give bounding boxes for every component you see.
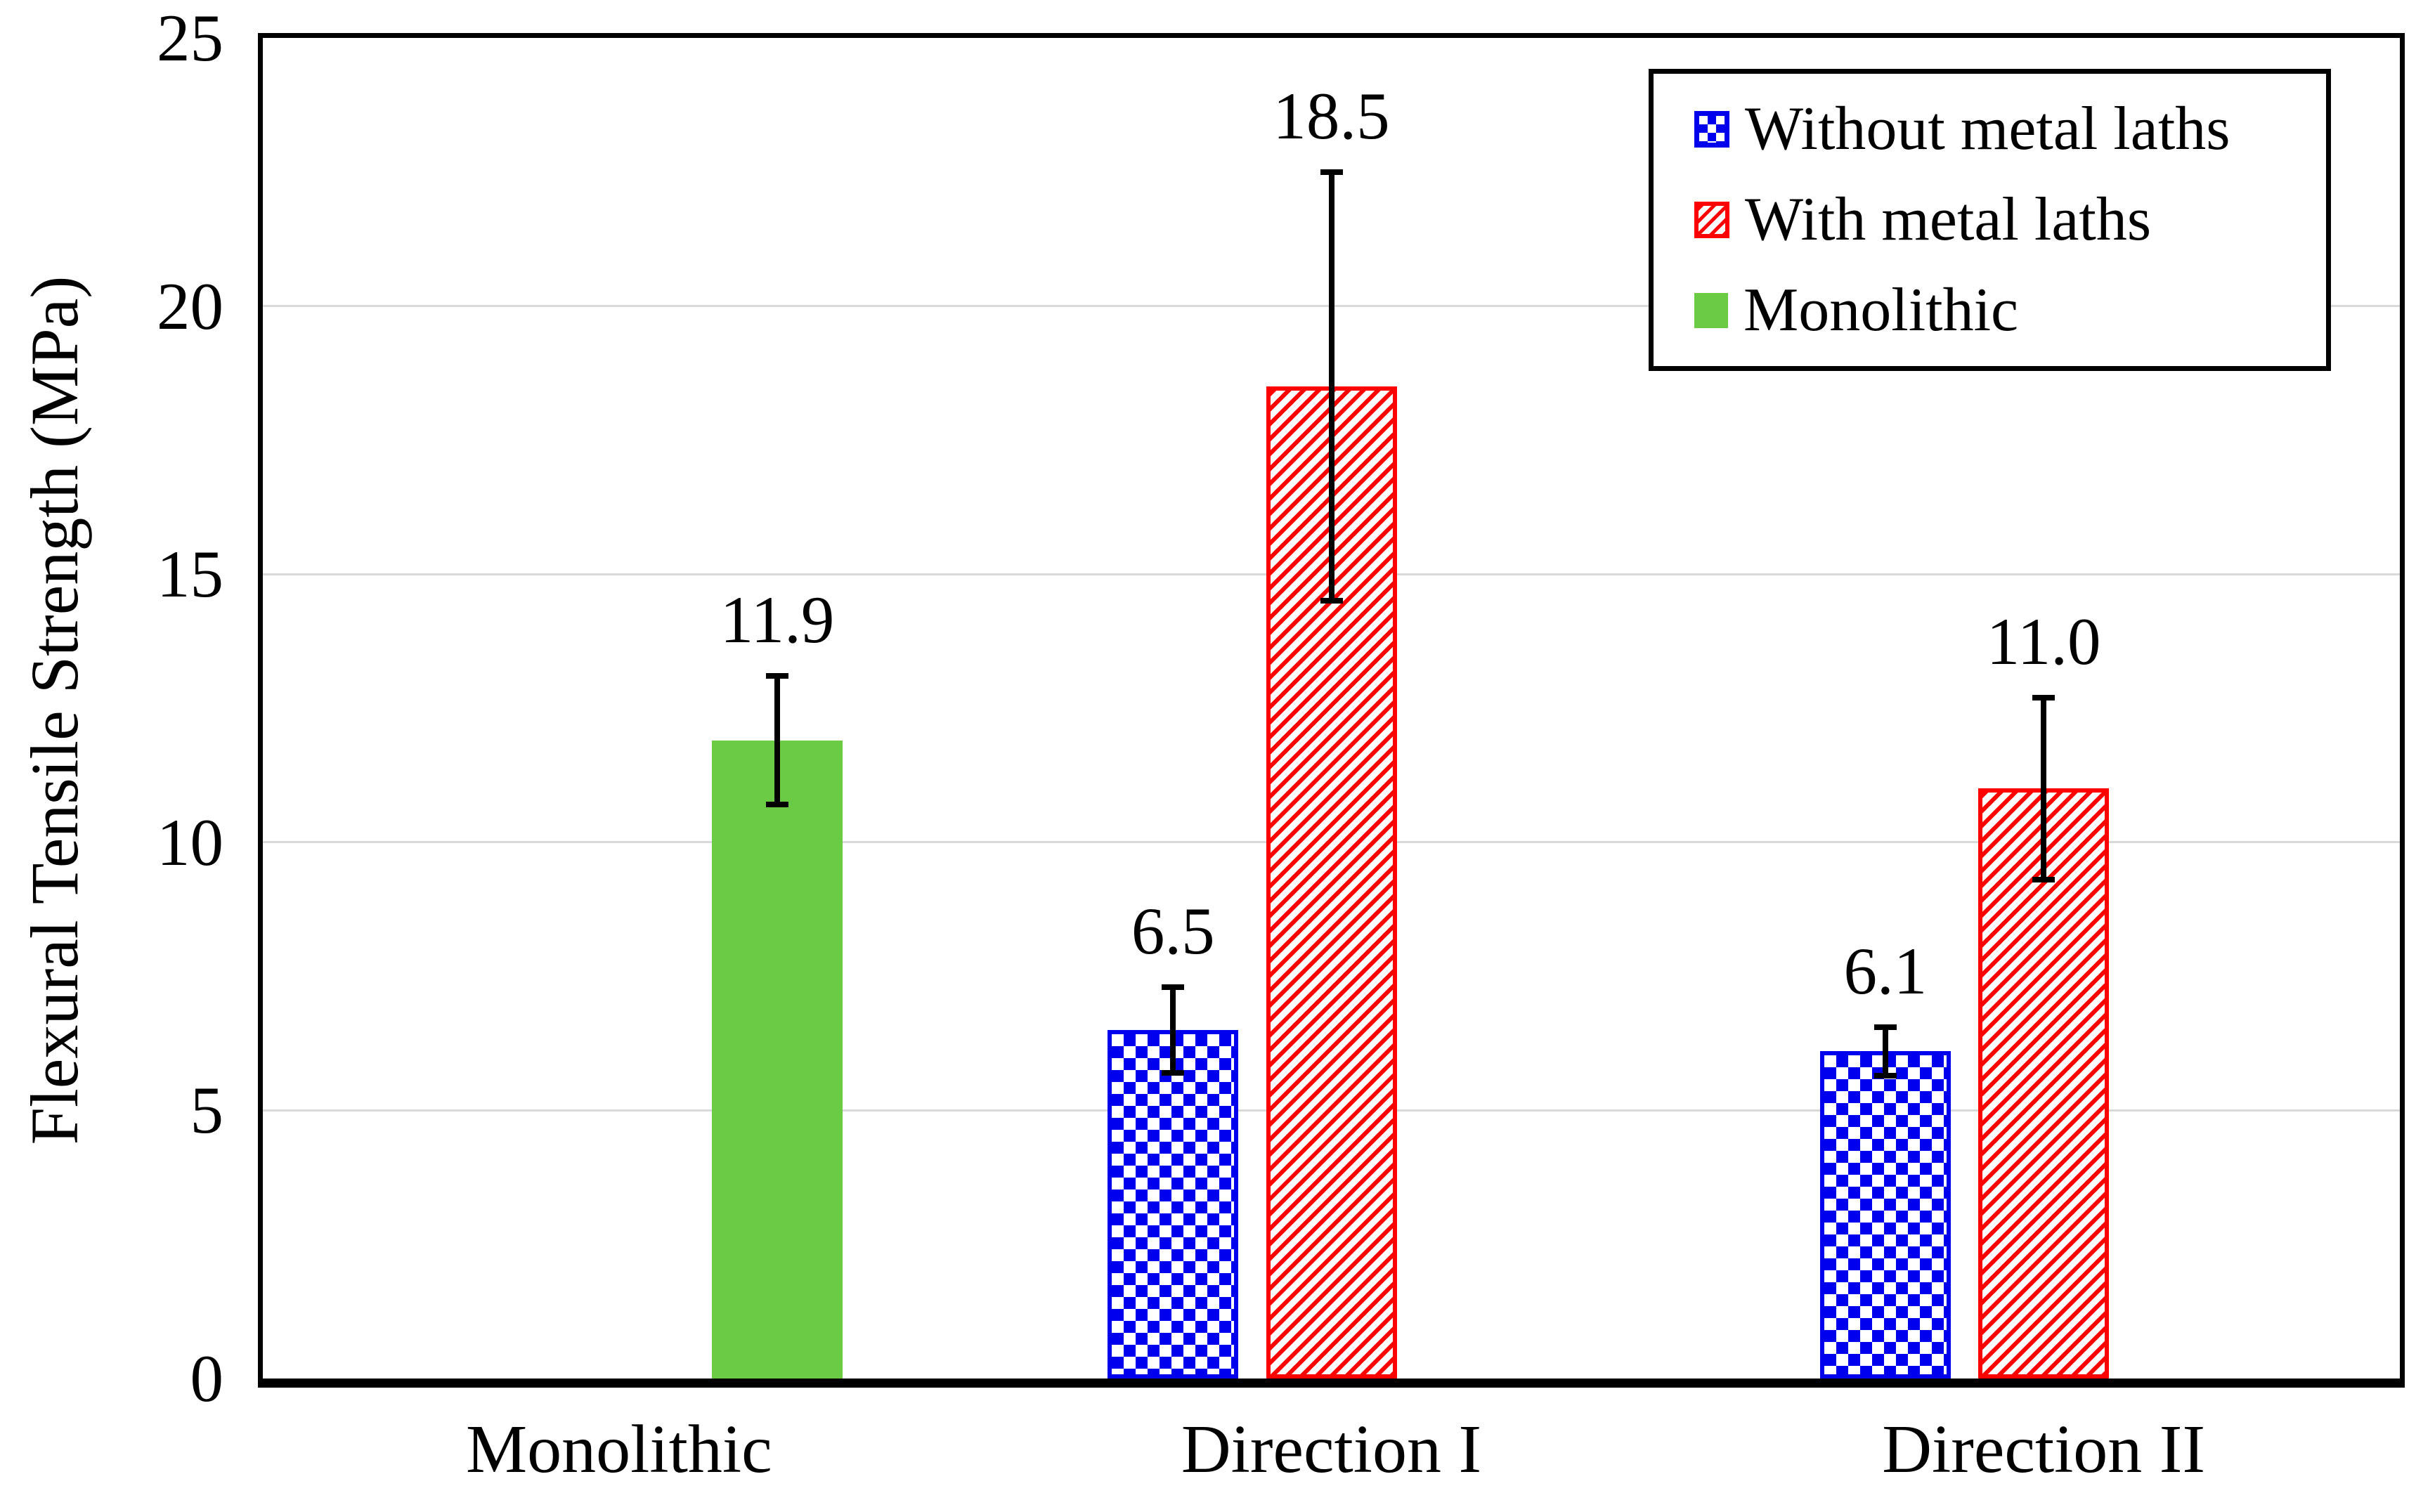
value-label-monolithic-monolithic: 11.9 [720,582,835,658]
value-label-direction-i-with-metal-laths: 18.5 [1273,78,1390,153]
value-label-direction-ii-without-metal-laths: 6.1 [1843,934,1928,1009]
error-cap-bottom-monolithic-monolithic [766,802,789,808]
bar-monolithic-monolithic [712,740,843,1379]
x-label-monolithic: Monolithic [466,1412,772,1487]
y-axis-title: Flexural Tensile Strength (MPa) [17,275,92,1145]
x-label-direction-ii: Direction II [1882,1412,2206,1487]
bar-direction-ii-without-metal-laths [1819,1051,1951,1379]
error-cap-bottom-direction-ii-without-metal-laths [1873,1072,1897,1078]
error-bar-direction-ii-with-metal-laths [2041,697,2047,880]
bar-direction-ii-with-metal-laths [1978,788,2110,1379]
legend-swatch-with-metal-laths [1694,201,1729,238]
y-tick-20: 20 [157,268,223,344]
legend-entry-with-metal-laths: With metal laths [1694,185,2319,254]
error-cap-top-monolithic-monolithic [766,673,789,679]
y-tick-25: 25 [157,1,223,75]
y-tick-15: 15 [157,537,223,612]
error-bar-direction-i-with-metal-laths [1328,171,1334,601]
legend: Without metal laths With metal laths Monol… [1649,69,2331,371]
error-bar-monolithic-monolithic [774,676,781,805]
legend-entry-without-metal-laths: Without metal laths [1694,98,2319,160]
error-cap-top-direction-ii-with-metal-laths [2032,694,2055,700]
legend-label-with-metal-laths: With metal laths [1745,185,2152,254]
error-cap-top-direction-i-without-metal-laths [1162,984,1185,990]
y-tick-10: 10 [157,804,223,880]
error-cap-top-direction-ii-without-metal-laths [1873,1024,1897,1031]
x-label-direction-i: Direction I [1181,1412,1482,1487]
value-label-direction-i-without-metal-laths: 6.5 [1131,893,1215,968]
error-bar-direction-i-without-metal-laths [1170,986,1176,1073]
y-tick-5: 5 [190,1073,224,1148]
legend-swatch-without-metal-laths [1694,110,1729,148]
y-tick-0: 0 [190,1341,224,1416]
error-cap-top-direction-i-with-metal-laths [1320,169,1343,175]
error-cap-bottom-direction-ii-with-metal-laths [2032,877,2055,883]
value-label-direction-ii-with-metal-laths: 11.0 [1986,604,2101,679]
bar-direction-i-without-metal-laths [1108,1029,1239,1379]
legend-label-monolithic: Monolithic [1743,276,2019,345]
legend-entry-monolithic: Monolithic [1694,280,2319,341]
plot-inner: 6.5 6.1 18.5 11.0 11.9 [263,38,2400,1379]
error-bar-direction-ii-without-metal-laths [1882,1027,1888,1076]
legend-swatch-monolithic [1694,293,1728,329]
error-cap-bottom-direction-i-with-metal-laths [1320,598,1343,604]
legend-label-without-metal-laths: Without metal laths [1745,94,2230,163]
error-cap-bottom-direction-i-without-metal-laths [1162,1069,1185,1076]
